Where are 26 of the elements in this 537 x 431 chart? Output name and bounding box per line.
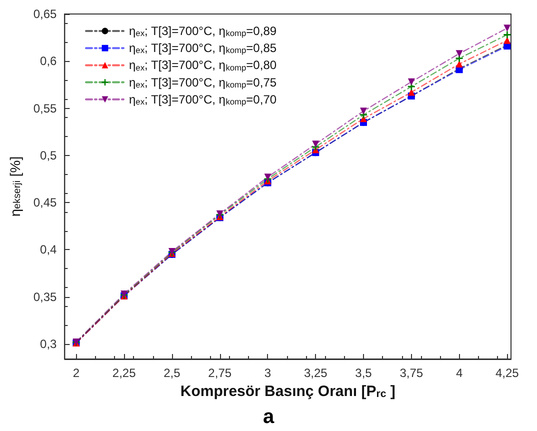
- x-tick-label: 3,25: [304, 366, 328, 380]
- legend-label: ηex; T[3]=700°C, ηkomp=0,75: [129, 75, 277, 90]
- x-tick-label: 3,75: [400, 366, 424, 380]
- y-axis-title: ηekserji [%]: [7, 156, 23, 217]
- y-tick-label: 0,55: [33, 101, 58, 116]
- x-tick-label: 3: [264, 366, 272, 380]
- x-tick-label: 2,75: [208, 366, 232, 380]
- legend-label: ηex; T[3]=700°C, ηkomp=0,80: [129, 58, 277, 72]
- legend-label: ηex; T[3]=700°C, ηkomp=0,89: [129, 24, 277, 38]
- x-tick-label: 3,5: [355, 366, 372, 380]
- legend-label: ηex; T[3]=700°C, ηkomp=0,85: [129, 41, 277, 56]
- x-tick-label: 2: [72, 366, 80, 380]
- text: a: [262, 406, 275, 428]
- x-tick-label: 2,25: [112, 366, 136, 380]
- x-tick-label: 2,5: [164, 366, 181, 380]
- x-axis-title: Kompresör Basınç Oranı [Prc ]: [180, 382, 396, 400]
- x-tick-label: 4: [456, 366, 463, 380]
- y-tick-label: 0,65: [33, 7, 58, 21]
- y-tick-label: 0,5: [40, 148, 58, 162]
- y-tick-label: 0,6: [40, 54, 58, 68]
- x-tick-label: 4,25: [495, 366, 520, 380]
- y-tick-label: 0,4: [40, 242, 58, 257]
- legend-label: ηex; T[3]=700°C, ηkomp=0,70: [129, 92, 277, 106]
- y-tick-label: 0,35: [33, 290, 58, 304]
- y-tick-label: 0,45: [33, 196, 58, 210]
- y-tick-label: 0,3: [40, 336, 58, 351]
